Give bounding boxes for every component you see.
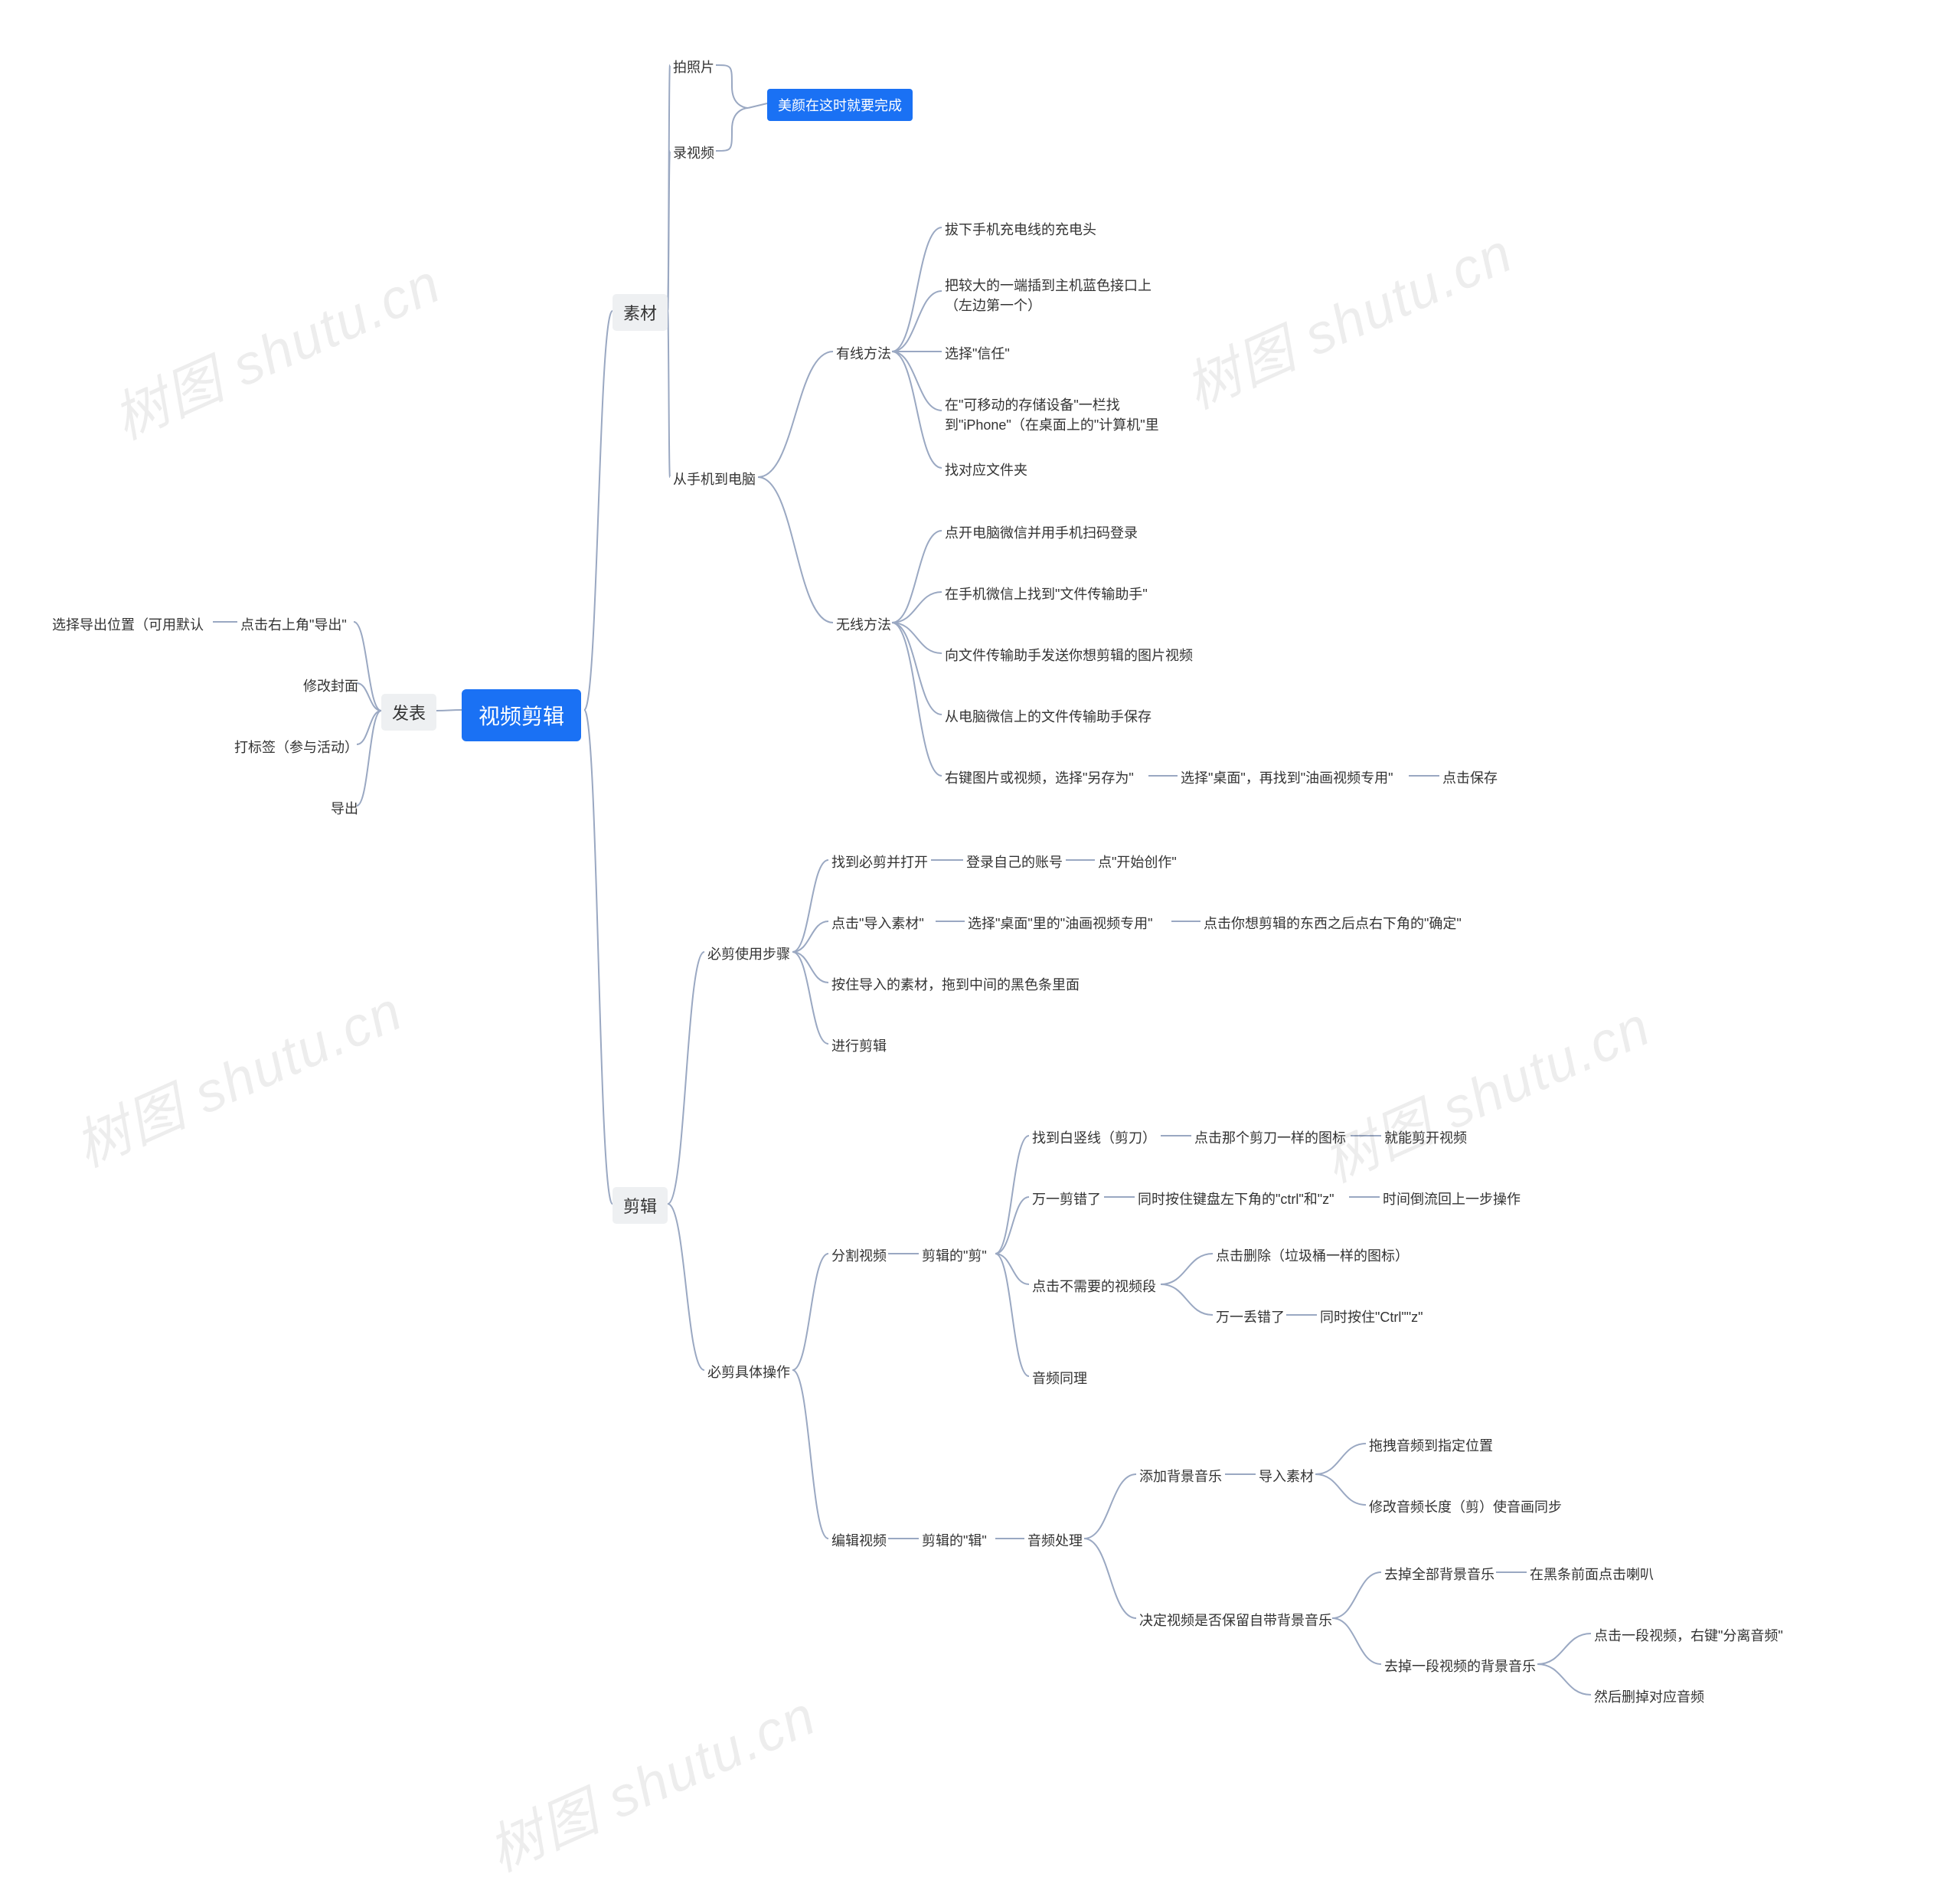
mindmap-node-e_steps: 必剪使用步骤 <box>704 942 793 965</box>
watermark: 树图 shutu.cn <box>60 966 413 1182</box>
mindmap-node-e_c3b2: 同时按住"Ctrl""z" <box>1317 1305 1426 1328</box>
mindmap-node-publish: 发表 <box>381 694 436 731</box>
mindmap-node-m_wireless: 无线方法 <box>833 613 894 636</box>
mindmap-node-e_a_del: 然后删掉对应音频 <box>1591 1685 1707 1708</box>
watermark: 树图 shutu.cn <box>473 1670 826 1886</box>
mindmap-node-e_a_sep: 点击一段视频，右键"分离音频" <box>1591 1624 1786 1647</box>
mindmap-node-e_a_keep: 决定视频是否保留自带背景音乐 <box>1136 1608 1335 1631</box>
mindmap-node-e_bian: 剪辑的"辑" <box>919 1529 990 1552</box>
mindmap-node-e_cut: 剪辑的"剪" <box>919 1244 990 1267</box>
mindmap-node-e_s1: 找到必剪并打开 <box>828 850 931 873</box>
mindmap-node-e_audio: 音频处理 <box>1024 1529 1086 1552</box>
mindmap-node-m_w_folder: 找对应文件夹 <box>942 458 1031 481</box>
mindmap-node-e_c3b: 万一丢错了 <box>1213 1305 1288 1328</box>
mindmap-node-m_video: 录视频 <box>670 141 717 164</box>
mindmap-node-e_c1a: 点击那个剪刀一样的图标 <box>1191 1126 1349 1149</box>
mindmap-node-e_a_speaker: 在黑条前面点击喇叭 <box>1527 1562 1657 1585</box>
mindmap-node-m_beauty: 美颜在这时就要完成 <box>767 89 913 121</box>
mindmap-node-e_c2b: 时间倒流回上一步操作 <box>1380 1187 1524 1210</box>
mindmap-node-e_s3: 按住导入的素材，拖到中间的黑色条里面 <box>828 973 1083 996</box>
mindmap-node-m_w_iphone: 在"可移动的存储设备"一栏找到"iPhone"（在桌面上的"计算机"里 <box>942 394 1179 437</box>
mindmap-node-p_export_loc: 选择导出位置（可用默认 <box>49 613 207 636</box>
mindmap-node-m_wl_clicksave: 点击保存 <box>1439 766 1501 789</box>
mindmap-node-material: 素材 <box>612 294 668 331</box>
mindmap-node-e_s2a: 选择"桌面"里的"油画视频专用" <box>965 911 1156 934</box>
mindmap-node-m_wl_login: 点开电脑微信并用手机扫码登录 <box>942 521 1141 544</box>
mindmap-node-e_c3: 点击不需要的视频段 <box>1029 1274 1159 1297</box>
mindmap-node-m_phone2pc: 从手机到电脑 <box>670 467 759 490</box>
mindmap-node-m_wl_desktop: 选择"桌面"，再找到"油画视频专用" <box>1178 766 1396 789</box>
mindmap-node-m_photo: 拍照片 <box>670 55 717 78</box>
mindmap-node-e_c3a: 点击删除（垃圾桶一样的图标） <box>1213 1244 1412 1267</box>
mindmap-node-p_export: 导出 <box>328 796 361 819</box>
mindmap-node-e_c1: 找到白竖线（剪刀） <box>1029 1126 1159 1149</box>
mindmap-node-root: 视频剪辑 <box>462 689 581 741</box>
mindmap-node-e_a_part: 去掉一段视频的背景音乐 <box>1381 1654 1539 1677</box>
mindmap-node-m_w_plug: 把较大的一端插到主机蓝色接口上（左边第一个） <box>942 274 1179 317</box>
mindmap-node-e_a_len: 修改音频长度（剪）使音画同步 <box>1366 1495 1565 1518</box>
mindmap-node-e_editv: 编辑视频 <box>828 1529 890 1552</box>
mindmap-node-m_w_unplug: 拔下手机充电线的充电头 <box>942 217 1099 240</box>
mindmap-node-m_wl_find: 在手机微信上找到"文件传输助手" <box>942 582 1151 605</box>
mindmap-node-p_tag: 打标签（参与活动） <box>231 735 361 758</box>
watermark: 树图 shutu.cn <box>1170 208 1523 424</box>
watermark: 树图 shutu.cn <box>98 238 451 454</box>
mindmap-node-e_c2a: 同时按住键盘左下角的"ctrl"和"z" <box>1135 1187 1338 1210</box>
mindmap-node-m_wl_send: 向文件传输助手发送你想剪辑的图片视频 <box>942 643 1196 666</box>
mindmap-node-e_c1b: 就能剪开视频 <box>1381 1126 1470 1149</box>
mindmap-node-e_s4: 进行剪辑 <box>828 1034 890 1057</box>
mindmap-node-e_c4: 音频同理 <box>1029 1366 1090 1389</box>
mindmap-node-e_split: 分割视频 <box>828 1244 890 1267</box>
mindmap-node-p_cover: 修改封面 <box>300 674 361 697</box>
mindmap-node-e_c2: 万一剪错了 <box>1029 1187 1104 1210</box>
mindmap-node-e_a_bgm: 添加背景音乐 <box>1136 1464 1225 1487</box>
mindmap-node-edit: 剪辑 <box>612 1187 668 1224</box>
mindmap-node-e_s2b: 点击你想剪辑的东西之后点右下角的"确定" <box>1200 911 1465 934</box>
mindmap-node-m_wl_right: 右键图片或视频，选择"另存为" <box>942 766 1137 789</box>
mindmap-node-p_export_click: 点击右上角"导出" <box>237 613 350 636</box>
mindmap-node-e_s1b: 点"开始创作" <box>1095 850 1180 873</box>
mindmap-node-e_a_drag: 拖拽音频到指定位置 <box>1366 1434 1496 1457</box>
mindmap-node-m_wl_save: 从电脑微信上的文件传输助手保存 <box>942 705 1155 728</box>
mindmap-node-e_a_import: 导入素材 <box>1256 1464 1317 1487</box>
mindmap-node-e_a_mute: 去掉全部背景音乐 <box>1381 1562 1498 1585</box>
mindmap-node-m_wired: 有线方法 <box>833 342 894 365</box>
watermark: 树图 shutu.cn <box>1308 981 1661 1197</box>
mindmap-node-m_w_trust: 选择"信任" <box>942 342 1013 365</box>
mindmap-node-e_ops: 必剪具体操作 <box>704 1360 793 1383</box>
mindmap-node-e_s2: 点击"导入素材" <box>828 911 927 934</box>
mindmap-node-e_s1a: 登录自己的账号 <box>963 850 1066 873</box>
